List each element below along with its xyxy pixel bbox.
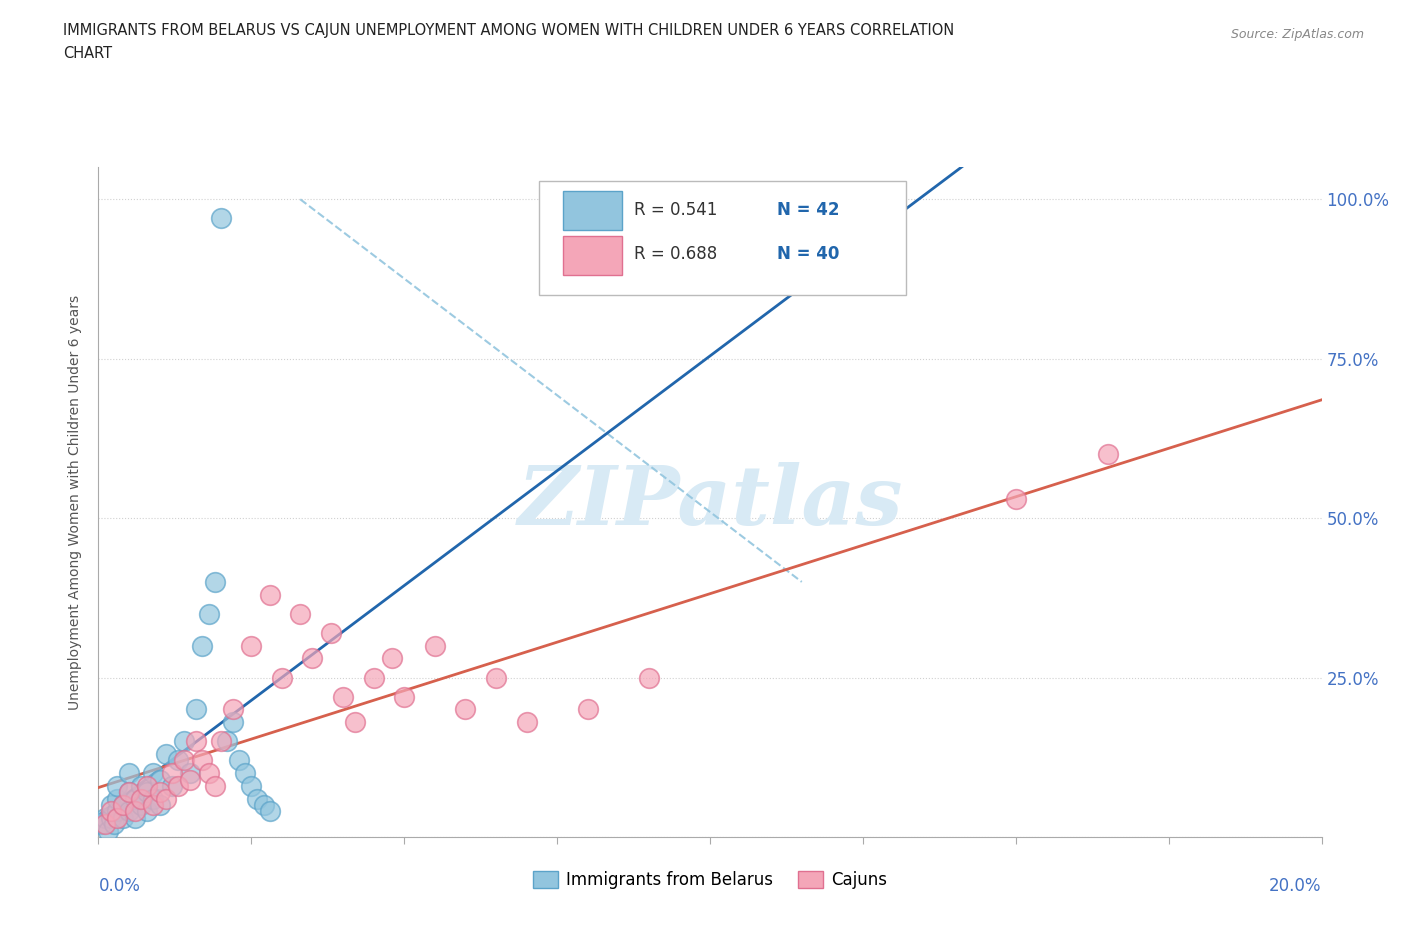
Point xyxy=(124,804,146,819)
Point xyxy=(124,810,146,825)
Point xyxy=(93,817,115,831)
Point xyxy=(118,765,141,780)
Point xyxy=(301,651,323,666)
Point xyxy=(197,606,219,621)
Point xyxy=(149,785,172,800)
Point xyxy=(136,804,159,819)
Point xyxy=(118,785,141,800)
Text: 20.0%: 20.0% xyxy=(1270,877,1322,896)
Point xyxy=(105,804,128,819)
Point xyxy=(1004,492,1026,507)
Point xyxy=(173,734,195,749)
Point xyxy=(100,798,122,813)
Point xyxy=(129,798,152,813)
Point xyxy=(363,671,385,685)
Point xyxy=(118,804,141,819)
Point xyxy=(136,785,159,800)
Point xyxy=(332,689,354,704)
Point xyxy=(103,817,125,831)
Point xyxy=(233,765,256,780)
Point xyxy=(129,791,152,806)
Point xyxy=(423,638,446,653)
Point xyxy=(149,798,172,813)
Point xyxy=(142,791,165,806)
Point xyxy=(259,587,281,602)
Point xyxy=(167,778,190,793)
Point xyxy=(155,791,177,806)
Point xyxy=(136,778,159,793)
Point xyxy=(392,689,416,704)
Text: Source: ZipAtlas.com: Source: ZipAtlas.com xyxy=(1230,28,1364,41)
Point xyxy=(222,702,245,717)
Point xyxy=(344,715,367,730)
Point xyxy=(191,753,214,768)
Point xyxy=(111,810,134,825)
Point xyxy=(215,734,238,749)
Point xyxy=(160,765,183,780)
Point xyxy=(191,638,214,653)
Point xyxy=(454,702,477,717)
Point xyxy=(111,798,134,813)
Point xyxy=(111,798,134,813)
Text: R = 0.688: R = 0.688 xyxy=(634,246,717,263)
FancyBboxPatch shape xyxy=(564,235,621,274)
Point xyxy=(485,671,508,685)
Point xyxy=(124,791,146,806)
Point xyxy=(252,798,274,813)
Point xyxy=(381,651,404,666)
Point xyxy=(155,747,177,762)
Point xyxy=(100,804,122,819)
Legend: Immigrants from Belarus, Cajuns: Immigrants from Belarus, Cajuns xyxy=(526,864,894,896)
Point xyxy=(516,715,538,730)
Point xyxy=(209,211,232,226)
FancyBboxPatch shape xyxy=(564,191,621,230)
Point xyxy=(290,606,312,621)
Text: 0.0%: 0.0% xyxy=(98,877,141,896)
Point xyxy=(197,765,219,780)
Point xyxy=(105,778,128,793)
Text: N = 40: N = 40 xyxy=(778,246,839,263)
Point xyxy=(246,791,269,806)
Point xyxy=(93,810,115,825)
Point xyxy=(149,772,172,787)
Point xyxy=(90,817,112,831)
Point xyxy=(209,734,232,749)
Point xyxy=(576,702,599,717)
Point xyxy=(160,778,183,793)
Point xyxy=(240,638,263,653)
Point xyxy=(228,753,250,768)
Point xyxy=(129,778,152,793)
Point xyxy=(167,753,190,768)
Point xyxy=(222,715,245,730)
Point xyxy=(186,734,208,749)
Point xyxy=(204,575,226,590)
Point xyxy=(186,702,208,717)
FancyBboxPatch shape xyxy=(538,180,905,295)
Point xyxy=(100,810,122,825)
Point xyxy=(204,778,226,793)
Point xyxy=(173,753,195,768)
Point xyxy=(142,765,165,780)
Point xyxy=(105,791,128,806)
Y-axis label: Unemployment Among Women with Children Under 6 years: Unemployment Among Women with Children U… xyxy=(69,295,83,710)
Point xyxy=(637,671,661,685)
Point xyxy=(142,798,165,813)
Point xyxy=(179,765,201,780)
Point xyxy=(1097,447,1119,462)
Text: IMMIGRANTS FROM BELARUS VS CAJUN UNEMPLOYMENT AMONG WOMEN WITH CHILDREN UNDER 6 : IMMIGRANTS FROM BELARUS VS CAJUN UNEMPLO… xyxy=(63,23,955,38)
Point xyxy=(179,772,201,787)
Point xyxy=(118,785,141,800)
Text: R = 0.541: R = 0.541 xyxy=(634,201,717,219)
Text: ZIPatlas: ZIPatlas xyxy=(517,462,903,542)
Point xyxy=(240,778,263,793)
Point xyxy=(105,810,128,825)
Text: N = 42: N = 42 xyxy=(778,201,839,219)
Point xyxy=(97,823,120,838)
Point xyxy=(259,804,281,819)
Point xyxy=(270,671,292,685)
Text: CHART: CHART xyxy=(63,46,112,61)
Point xyxy=(319,626,342,641)
